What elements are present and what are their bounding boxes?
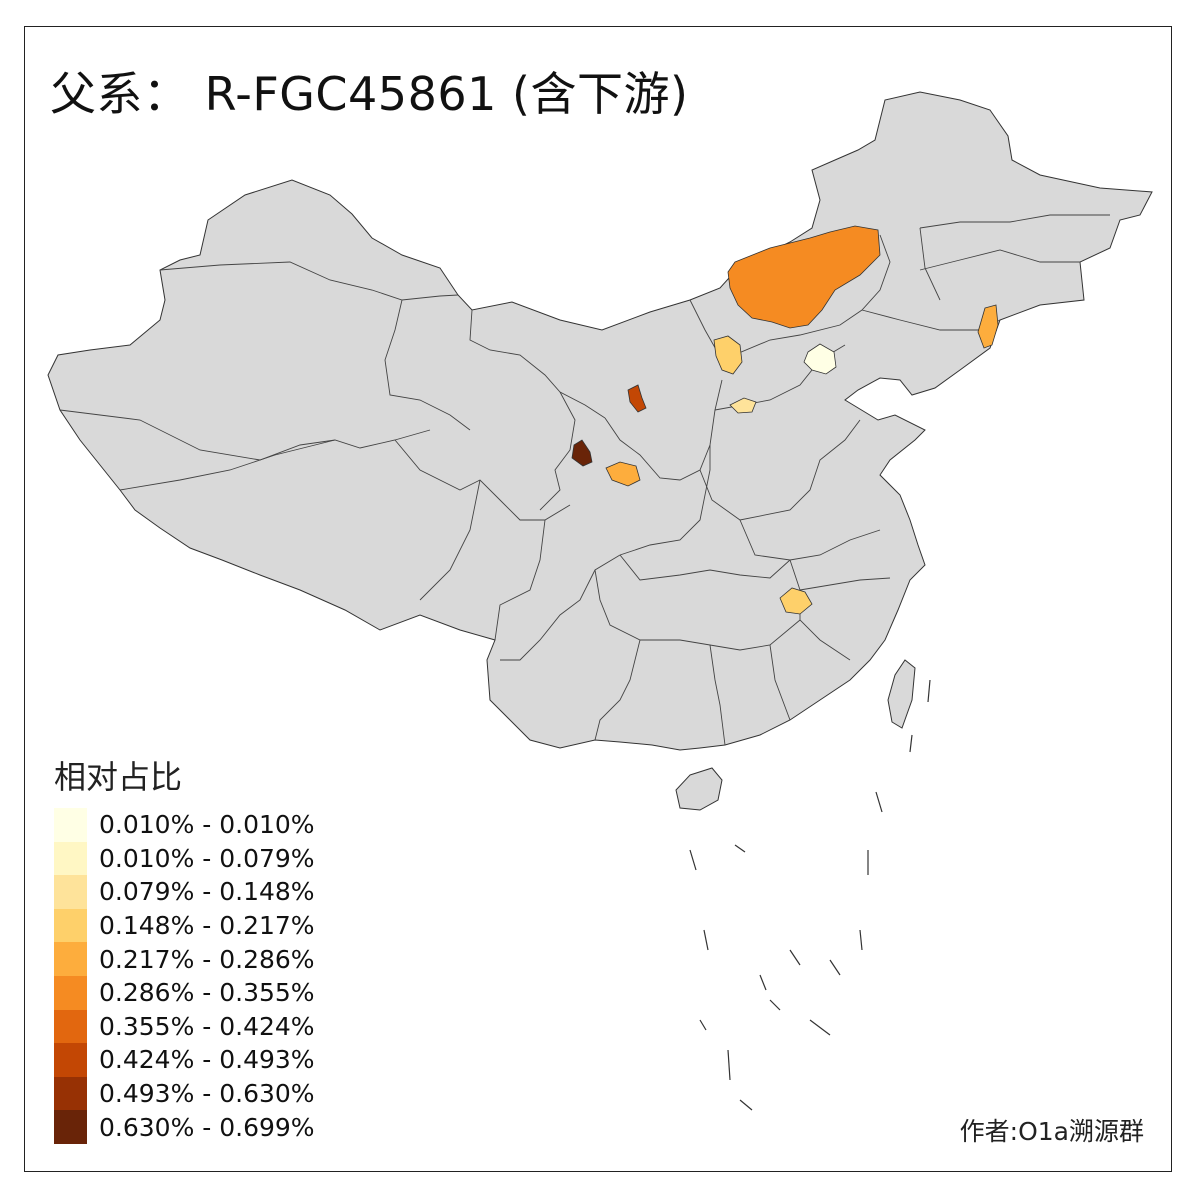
legend-swatch	[54, 1043, 87, 1077]
legend-swatch	[54, 841, 87, 876]
legend-item: 0.010% - 0.079%	[54, 841, 315, 876]
region-yinchuan	[627, 384, 647, 413]
legend-item: 0.286% - 0.355%	[54, 975, 315, 1010]
region-hohhot	[713, 335, 743, 375]
province-borders	[59, 214, 1110, 746]
legend-item: 0.355% - 0.424%	[54, 1009, 315, 1044]
legend-label: 0.079% - 0.148%	[99, 877, 315, 907]
legend-title: 相对占比	[54, 758, 183, 796]
legend-swatch	[54, 908, 87, 943]
region-liaoning-coast	[977, 304, 999, 349]
author-credit: 作者:O1a溯源群	[959, 1117, 1144, 1146]
legend-label: 0.630% - 0.699%	[99, 1112, 315, 1142]
region-lanzhou	[571, 439, 593, 467]
map-title: 父系： R-FGC45861 (含下游)	[50, 67, 689, 121]
hainan-island	[675, 767, 723, 811]
legend-label: 0.355% - 0.424%	[99, 1011, 315, 1041]
legend-label: 0.493% - 0.630%	[99, 1079, 315, 1109]
legend-item: 0.079% - 0.148%	[54, 875, 315, 909]
legend-item: 0.148% - 0.217%	[54, 908, 315, 943]
legend-label: 0.286% - 0.355%	[99, 978, 315, 1008]
legend-items: 0.010% - 0.010% 0.010% - 0.079% 0.079% - 0…	[54, 808, 315, 1144]
legend-swatch	[54, 942, 87, 976]
region-tianshui	[605, 461, 641, 487]
legend-swatch	[54, 975, 87, 1010]
legend-label: 0.217% - 0.286%	[99, 944, 315, 974]
legend-swatch	[54, 875, 87, 909]
region-beijing	[803, 343, 837, 375]
legend-item: 0.217% - 0.286%	[54, 942, 315, 976]
region-taiyuan	[729, 397, 757, 414]
legend-item: 0.424% - 0.493%	[54, 1043, 315, 1077]
region-changsha	[779, 587, 813, 615]
south-sea-islands	[689, 679, 931, 1111]
taiwan-island	[887, 659, 916, 729]
legend-item: 0.010% - 0.010%	[54, 808, 315, 842]
legend-swatch	[54, 1076, 87, 1111]
legend-label: 0.424% - 0.493%	[99, 1045, 315, 1075]
region-hulunbuir	[727, 225, 881, 329]
legend-label: 0.010% - 0.079%	[99, 843, 315, 873]
legend-swatch	[54, 808, 87, 842]
legend-label: 0.148% - 0.217%	[99, 911, 315, 941]
legend-swatch	[54, 1110, 87, 1144]
legend-swatch	[54, 1009, 87, 1044]
mainland-china	[47, 91, 1153, 751]
legend-label: 0.010% - 0.010%	[99, 810, 315, 840]
legend: 相对占比 0.010% - 0.010% 0.010% - 0.079% 0.079…	[54, 752, 315, 1144]
legend-item: 0.493% - 0.630%	[54, 1076, 315, 1111]
legend-item: 0.630% - 0.699%	[54, 1110, 315, 1144]
